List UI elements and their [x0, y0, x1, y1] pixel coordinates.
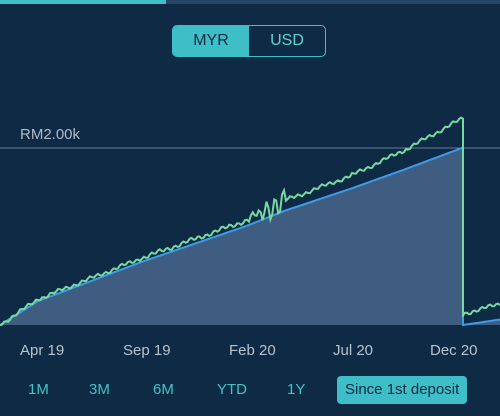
reference-line-label: RM2.00k: [20, 126, 80, 143]
x-axis-label-dec-20: Dec 20: [430, 342, 478, 359]
range-6m-button[interactable]: 6M: [153, 376, 174, 404]
range-3m-button[interactable]: 3M: [89, 376, 110, 404]
x-axis-label-apr-19: Apr 19: [20, 342, 64, 359]
x-axis-label-jul-20: Jul 20: [333, 342, 373, 359]
range-since-first-deposit-button[interactable]: Since 1st deposit: [337, 376, 467, 404]
x-axis-label-sep-19: Sep 19: [123, 342, 171, 359]
time-range-selector[interactable]: 1M 3M 6M YTD 1Y Since 1st deposit: [0, 372, 500, 408]
range-ytd-button[interactable]: YTD: [217, 376, 247, 404]
x-axis-label-feb-20: Feb 20: [229, 342, 276, 359]
range-1y-button[interactable]: 1Y: [287, 376, 305, 404]
range-1m-button[interactable]: 1M: [28, 376, 49, 404]
deposit-area-fill: [0, 148, 500, 325]
